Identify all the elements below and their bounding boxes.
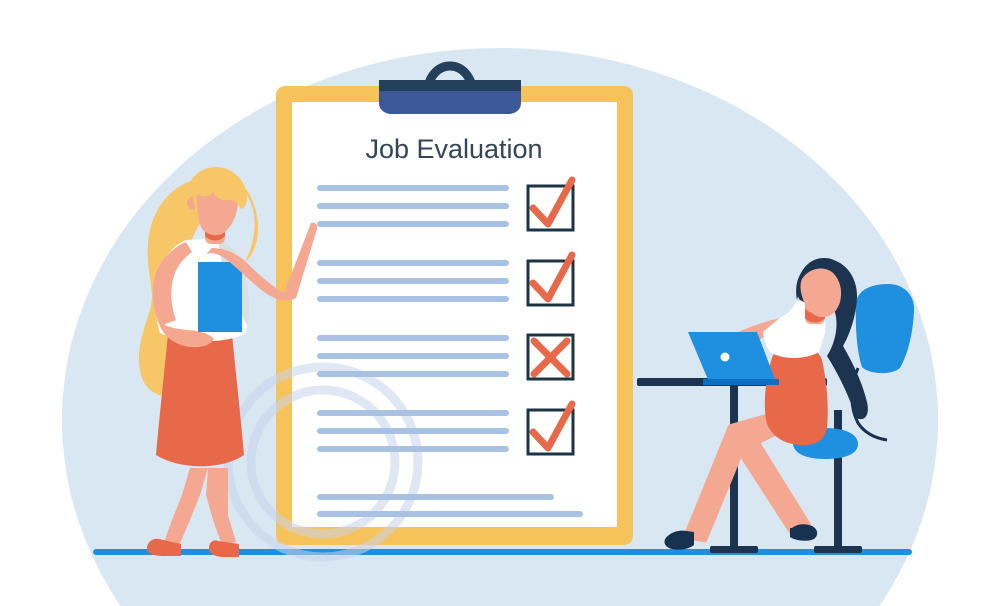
svg-text:Job Evaluation: Job Evaluation	[365, 134, 542, 164]
